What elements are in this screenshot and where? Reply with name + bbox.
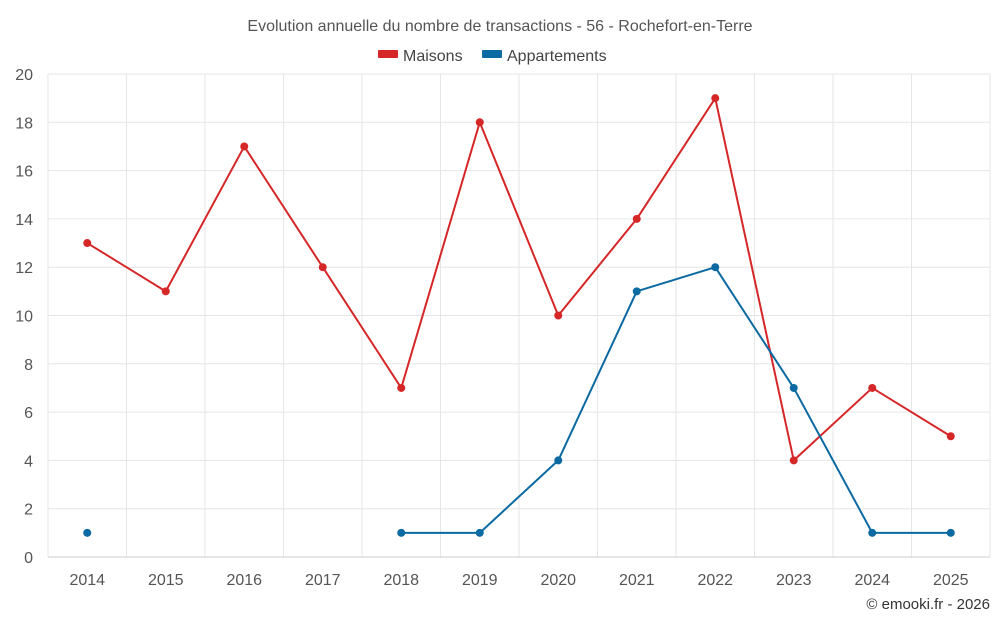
x-tick-label-2021: 2021 (619, 572, 655, 589)
y-tick-label-8: 8 (24, 357, 33, 374)
point-maisons-2021[interactable] (632, 214, 641, 223)
x-tick-label-2014: 2014 (69, 572, 105, 589)
series-line-appartements-1 (401, 266, 951, 534)
x-tick-label-2015: 2015 (148, 572, 184, 589)
legend-swatch-maisons[interactable] (378, 50, 398, 58)
grid-lines (47, 73, 991, 557)
legend-label-maisons[interactable]: Maisons (403, 48, 463, 65)
x-tick-label-2023: 2023 (776, 572, 812, 589)
series-layer (83, 94, 955, 537)
point-appartements-2022[interactable] (711, 263, 720, 272)
point-appartements-2024[interactable] (868, 528, 877, 537)
point-appartements-2014[interactable] (83, 528, 92, 537)
point-maisons-2020[interactable] (554, 311, 563, 320)
chart-title: Evolution annuelle du nombre de transact… (247, 18, 752, 35)
point-appartements-2023[interactable] (789, 383, 798, 392)
point-maisons-2023[interactable] (789, 456, 798, 465)
y-tick-label-20: 20 (15, 67, 33, 84)
legend-swatch-appartements[interactable] (482, 50, 502, 58)
y-tick-label-12: 12 (15, 260, 33, 277)
point-maisons-2018[interactable] (397, 383, 406, 392)
point-appartements-2020[interactable] (554, 456, 563, 465)
y-tick-label-14: 14 (15, 212, 33, 229)
y-axis-ticks: 0 2 4 6 8 10 12 14 16 18 20 (15, 67, 33, 567)
point-maisons-2024[interactable] (868, 383, 877, 392)
credit-text: © emooki.fr - 2026 (866, 596, 990, 613)
y-tick-label-4: 4 (24, 453, 33, 470)
point-maisons-2014[interactable] (83, 239, 92, 248)
legend-label-appartements[interactable]: Appartements (507, 48, 607, 65)
x-tick-label-2022: 2022 (697, 572, 733, 589)
point-appartements-2025[interactable] (946, 528, 955, 537)
point-maisons-2022[interactable] (711, 94, 720, 103)
x-tick-label-2024: 2024 (854, 572, 890, 589)
point-maisons-2017[interactable] (318, 263, 327, 272)
point-appartements-2019[interactable] (475, 528, 484, 537)
point-maisons-2019[interactable] (475, 118, 484, 127)
series-line-maisons-0 (86, 97, 952, 462)
y-tick-label-10: 10 (15, 309, 33, 326)
point-maisons-2015[interactable] (161, 287, 170, 296)
x-tick-label-2016: 2016 (226, 572, 262, 589)
point-maisons-2025[interactable] (946, 432, 955, 441)
y-tick-label-16: 16 (15, 164, 33, 181)
y-tick-label-2: 2 (24, 502, 33, 519)
x-axis-ticks: 2014 2015 2016 2017 2018 2019 2020 2021 2022 2023… (69, 572, 968, 589)
point-appartements-2021[interactable] (632, 287, 641, 296)
y-tick-label-0: 0 (24, 550, 33, 567)
y-tick-label-6: 6 (24, 405, 33, 422)
y-tick-label-18: 18 (15, 115, 33, 132)
chart-legend: Maisons Appartements (378, 48, 607, 65)
point-appartements-2018[interactable] (397, 528, 406, 537)
x-tick-label-2025: 2025 (933, 572, 969, 589)
x-tick-label-2019: 2019 (462, 572, 498, 589)
x-tick-label-2018: 2018 (383, 572, 419, 589)
series-maisons (83, 94, 955, 465)
series-appartements (83, 263, 955, 537)
x-tick-label-2017: 2017 (305, 572, 341, 589)
x-tick-label-2020: 2020 (540, 572, 576, 589)
point-maisons-2016[interactable] (240, 142, 249, 151)
